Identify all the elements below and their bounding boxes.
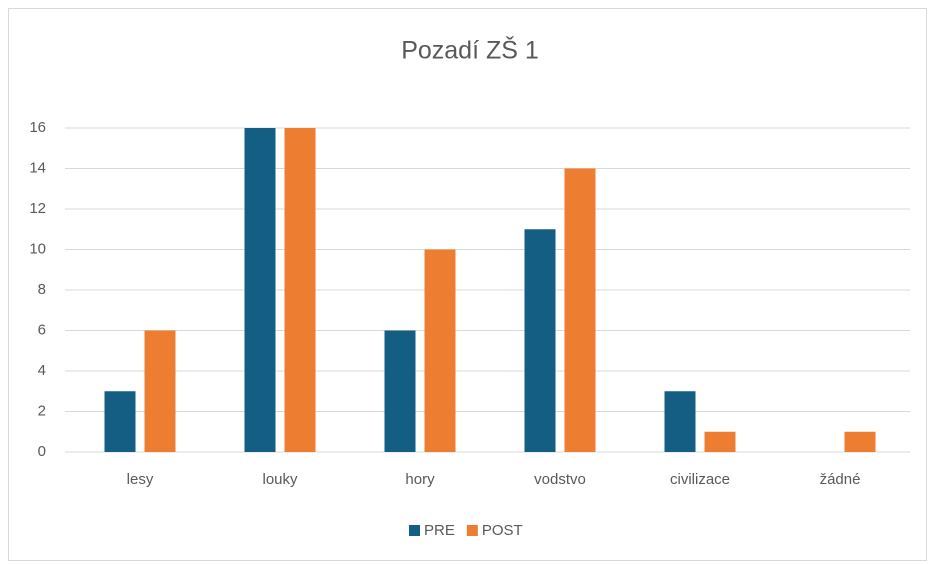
bar — [144, 330, 176, 452]
bar — [564, 168, 596, 452]
bar — [284, 128, 316, 452]
bar — [664, 391, 696, 452]
bar — [424, 249, 456, 452]
y-tick-label: 16 — [29, 119, 46, 136]
y-tick-label: 6 — [38, 321, 46, 338]
y-tick-label: 4 — [38, 362, 46, 379]
y-tick-label: 10 — [29, 240, 46, 257]
y-tick-label: 2 — [38, 402, 46, 419]
legend-label: POST — [482, 522, 523, 539]
y-tick-label: 0 — [38, 443, 46, 460]
x-tick-label: žádné — [820, 471, 861, 488]
bar — [524, 229, 556, 452]
bar — [704, 431, 736, 452]
chart-border — [8, 8, 927, 561]
bar — [244, 128, 276, 452]
y-tick-label: 8 — [38, 281, 46, 298]
x-tick-label: hory — [405, 471, 435, 488]
x-tick-label: lesy — [127, 471, 154, 488]
legend-marker — [409, 525, 420, 536]
y-tick-label: 14 — [29, 159, 46, 176]
bar — [844, 431, 876, 452]
x-tick-label: vodstvo — [534, 471, 586, 488]
y-tick-label: 12 — [29, 200, 46, 217]
bar — [104, 391, 136, 452]
x-tick-label: louky — [262, 471, 298, 488]
chart-title: Pozadí ZŠ 1 — [401, 36, 539, 65]
x-tick-label: civilizace — [670, 471, 730, 488]
legend-label: PRE — [424, 522, 455, 539]
legend-marker — [466, 525, 478, 536]
bar — [384, 330, 416, 452]
